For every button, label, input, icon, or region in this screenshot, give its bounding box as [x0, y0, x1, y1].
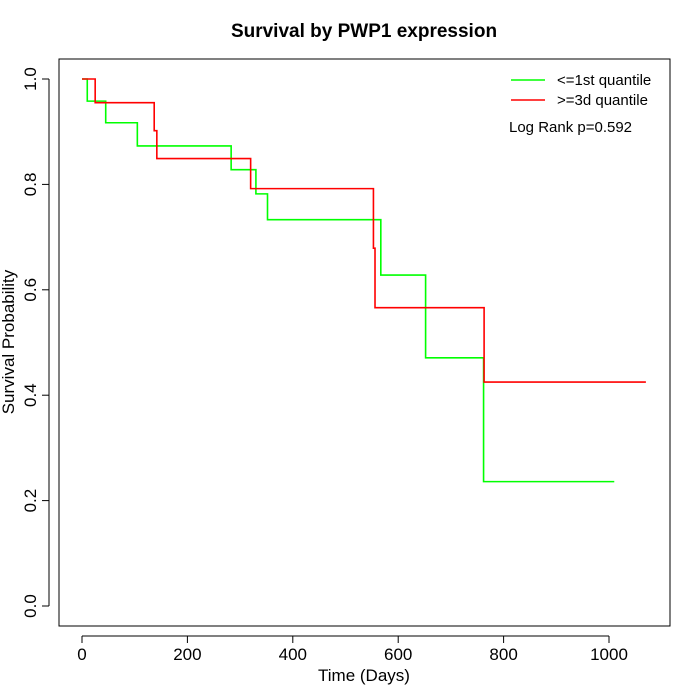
plot-frame	[58, 58, 671, 627]
x-tick-label: 200	[173, 645, 201, 664]
series-line-2	[82, 78, 646, 383]
log-rank-annotation: Log Rank p=0.592	[509, 119, 632, 136]
y-axis-label: Survival Probability	[0, 269, 18, 414]
y-tick-label: 0.6	[21, 278, 40, 302]
x-tick-label: 600	[384, 645, 412, 664]
x-tick-label: 0	[77, 645, 86, 664]
y-axis: 0.0 0.2 0.4 0.6 0.8 1.0	[21, 67, 50, 618]
x-axis-label: Time (Days)	[318, 666, 410, 685]
y-tick-label: 0.8	[21, 173, 40, 197]
legend-label: <=1st quantile	[557, 72, 651, 89]
x-tick-label: 1000	[590, 645, 628, 664]
x-axis: 0 200 400 600 800 1000	[77, 635, 628, 664]
y-tick-label: 1.0	[21, 67, 40, 91]
x-tick-label: 800	[489, 645, 517, 664]
series-layer	[82, 78, 646, 483]
y-tick-label: 0.4	[21, 383, 40, 407]
y-tick-label: 0.2	[21, 489, 40, 513]
legend-label: >=3d quantile	[557, 92, 648, 109]
x-tick-label: 400	[279, 645, 307, 664]
y-tick-label: 0.0	[21, 594, 40, 618]
series-line-1	[82, 78, 615, 483]
chart-title: Survival by PWP1 expression	[231, 21, 497, 42]
legend: <=1st quantile >=3d quantile	[511, 72, 651, 109]
